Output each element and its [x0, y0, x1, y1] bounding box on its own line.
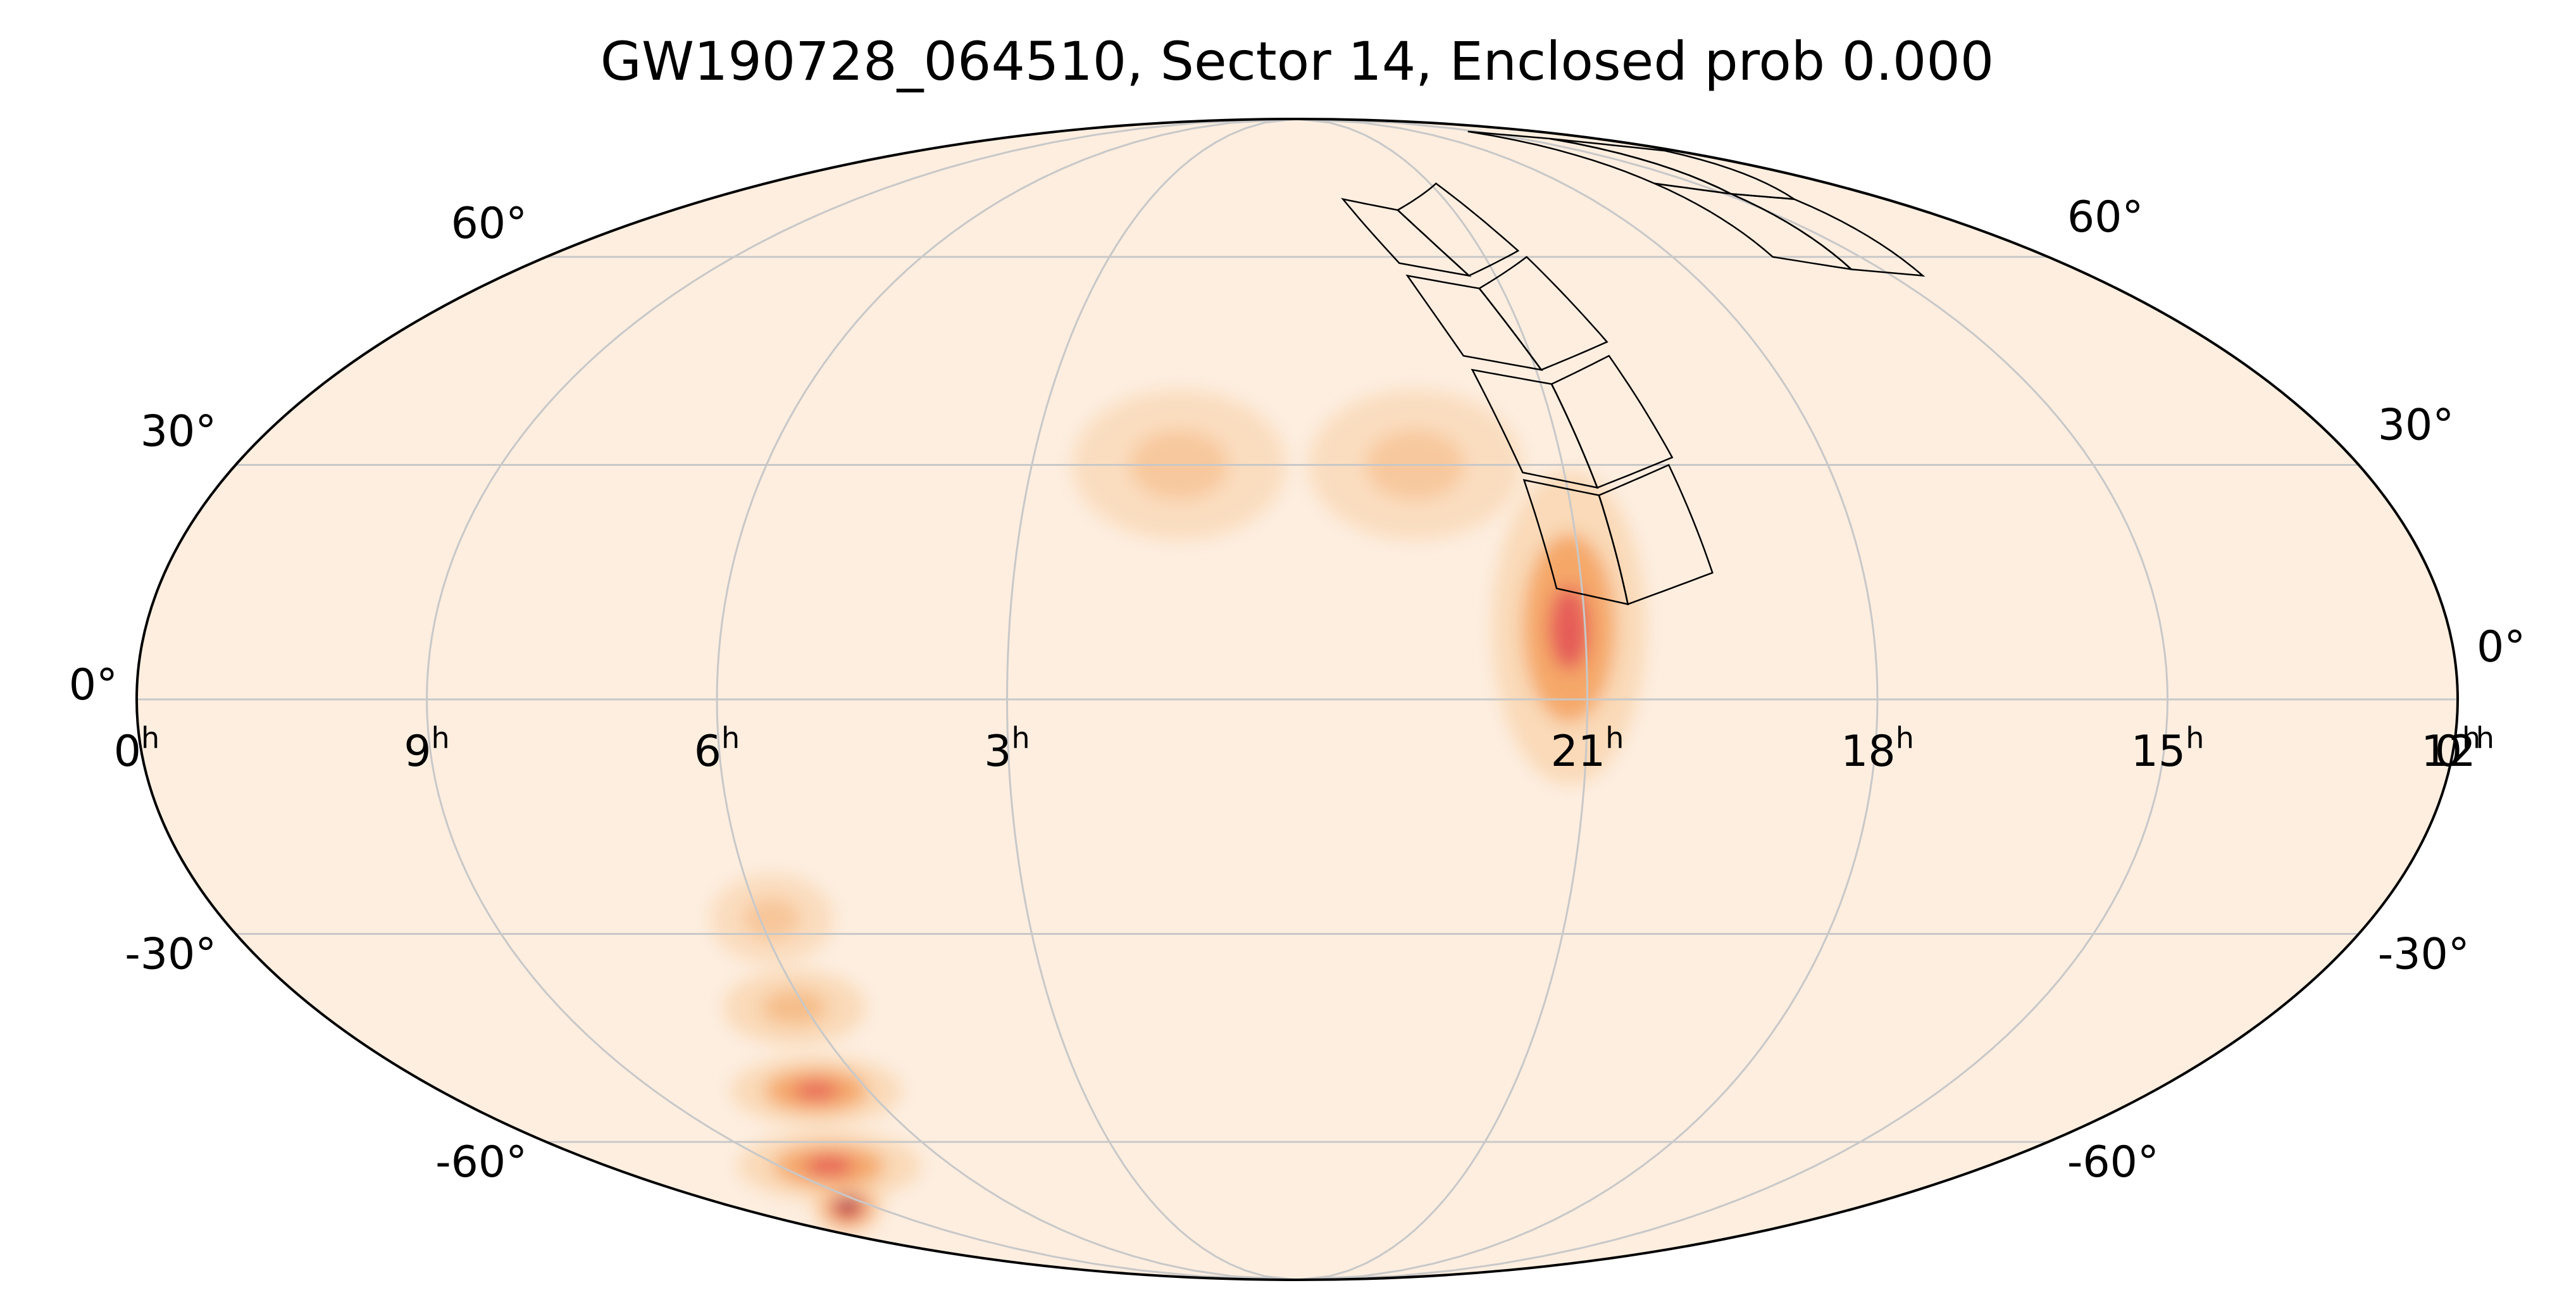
tess-footprint [1341, 130, 1926, 606]
dec-tick-label-right: -60° [2067, 1137, 2159, 1187]
ra-tick-label: 12h [2421, 721, 2494, 777]
dec-tick-labels-left: 60° 30° 0° -30° -60° [69, 199, 527, 1187]
ra-gridline [1005, 119, 1298, 1280]
ra-gridline [1297, 119, 2169, 1280]
map-outline [135, 118, 2459, 1281]
dec-tick-labels-right: 60° 30° 0° -30° -60° [2067, 192, 2525, 1187]
dec-tick-label-left: 60° [451, 199, 528, 249]
dec-tick-label-left: 0° [69, 660, 118, 710]
dec-tick-label-right: 30° [2378, 401, 2455, 451]
probability-blob-5-2 [793, 1081, 840, 1100]
probability-blob-2-2 [1548, 586, 1590, 670]
footprint-tile-4 [1471, 368, 1599, 489]
dec-tick-label-left: -60° [435, 1137, 527, 1187]
ra-tick-label: 9h [404, 721, 449, 777]
footprint-tile-2 [1522, 479, 1629, 606]
ra-gridline [425, 119, 1298, 1280]
footprint-tile-6 [1405, 274, 1543, 372]
dec-tick-label-left: 30° [140, 407, 217, 457]
dec-tick-label-left: -30° [125, 929, 216, 979]
footprint-tile-8 [1341, 197, 1472, 277]
footprint-tile-12 [1467, 130, 1732, 195]
chart-title: GW190728_064510, Sector 14, Enclosed pro… [600, 30, 1994, 92]
probability-blob-3-3 [840, 1198, 856, 1212]
dec-tick-label-right: 0° [2477, 622, 2525, 672]
dec-tick-label-right: -30° [2378, 929, 2470, 979]
ra-gridline [716, 119, 1298, 1280]
ra-gridline [1297, 119, 1879, 1280]
dec-tick-label-right: 60° [2067, 192, 2144, 242]
probability-blob-6-1 [761, 990, 828, 1025]
ra-gridline [1297, 119, 1589, 1280]
probability-blob-4-2 [804, 1156, 854, 1175]
probability-blob-7-1 [743, 898, 801, 940]
